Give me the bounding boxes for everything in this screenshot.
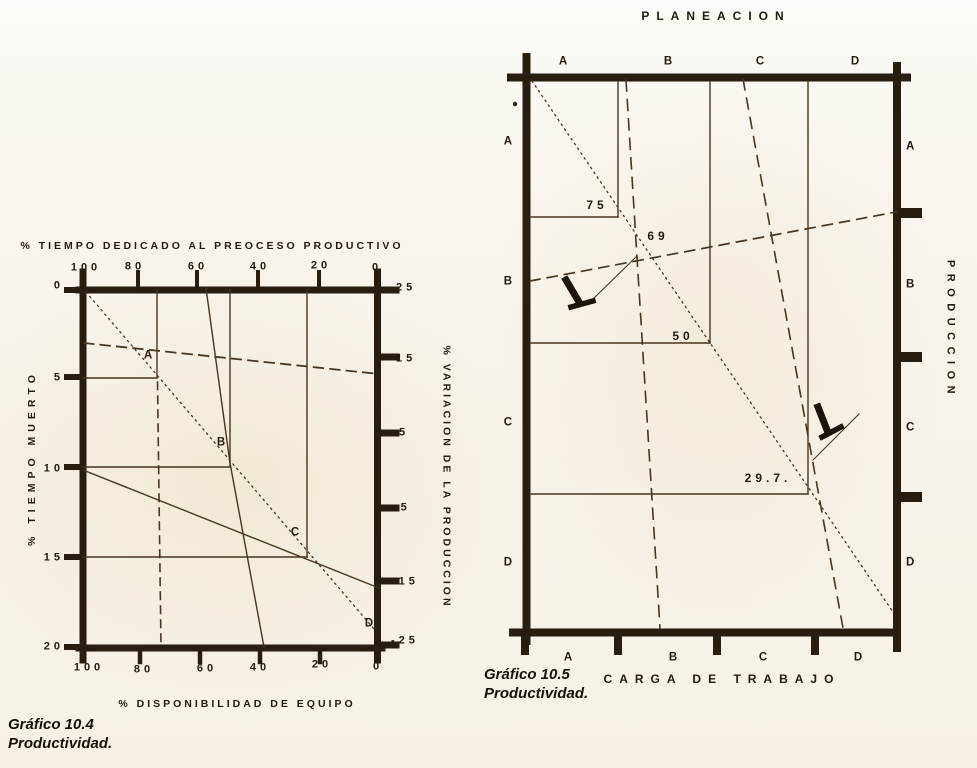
g4-top-tick-label: 20 [310,259,332,272]
g5-bottom-tick-label: D [853,651,863,664]
g5-caption: Gráfico 10.5 Productividad. [484,666,588,704]
g4-right-tick-label: -15 [391,575,419,588]
g5-caption-line2: Productividad. [484,684,589,702]
g5-right-ticks [893,208,922,502]
g5-right-axis-title: PRODUCCION [944,259,957,401]
g4-steep-solid-line [205,287,265,648]
g4-top-tick-label: 0 [371,261,383,274]
g5-right-tick-label: A [906,140,915,153]
g5-left-tick-label: D [503,556,512,569]
hammer-1-head [561,275,584,307]
g4-left-tick-label: 10 [43,462,64,475]
g5-bottom-tick-label: A [563,651,573,664]
g4-point-label-c: C [290,526,300,539]
g5-value-50: 50 [672,329,694,343]
g4-left-tick-label: 15 [43,551,64,564]
g5-pointer-line-2 [812,413,860,461]
g5-top-tick-label: B [663,55,673,68]
g4-left-ticks [64,287,86,650]
g4-left-axis-title: % TIEMPO MUERTO [25,370,38,546]
g4-point-label-d: D [364,617,374,630]
g5-top-tick-label: C [755,55,765,68]
g4-top-ticks [136,270,321,289]
grafico-10-5-plot [507,53,922,655]
g5-bottom-tick-label: B [668,651,678,664]
g4-bottom-axis-title: % DISPONIBILIDAD DE EQUIPO [118,697,356,710]
g4-right-tick-label: -5 [393,501,411,514]
hammer-marker-1 [561,275,597,311]
g4-long-solid-line [82,469,380,589]
g5-left-tick-label: C [503,416,512,429]
g5-bottom-tick-label: C [758,651,768,664]
g5-value-75: 75 [586,198,608,212]
g4-left-tick-label: 0 [53,279,64,292]
hammer-marker-2 [813,402,845,441]
g4-right-tick-label: 25 [396,281,417,294]
g5-caption-line1: Gráfico 10.5 [484,666,570,683]
g4-point-label-a: A [143,349,153,362]
g5-dashed-slant-drop [625,79,661,629]
g5-bottom-axis-title: CARGA DE TRABAJO [603,672,841,686]
g4-caption-line2: Productividad. [8,734,113,752]
g5-top-tick-label: D [850,55,860,68]
g5-left-tick-label: B [503,275,512,288]
g5-steep-dashed-line [742,78,844,629]
g4-gentle-dashed-line [83,342,380,375]
g5-value-69: 69 [647,229,669,243]
g5-right-tick-label: B [906,278,915,291]
g5-bottom-ticks [521,629,819,655]
ink-speck [512,101,518,107]
g4-top-tick-label: 60 [187,260,209,273]
g4-right-tick-label: 5 [399,426,410,439]
g4-top-tick-label: 100 [70,261,102,274]
g5-value-29-7: 29.7. [744,471,792,485]
g5-right-tick-label: C [906,421,915,434]
g5-right-tick-label: D [906,556,915,569]
g4-bottom-tick-label: 60 [196,662,218,675]
g4-caption-line1: Gráfico 10.4 [8,716,94,733]
g4-bottom-tick-label: 100 [73,661,105,674]
hammer-2-handle [818,423,845,441]
g4-point-label-b: B [216,436,226,449]
g4-right-tick-label: -25 [391,634,419,647]
g4-left-tick-label: 20 [43,640,64,653]
g4-left-tick-label: 5 [53,371,64,384]
g5-title-planeacion: PLANEACION [641,9,791,23]
g4-top-axis-title: % TIEMPO DEDICADO AL PREOCESO PRODUCTIVO [20,239,404,252]
g5-left-tick-label: A [503,135,512,148]
hammer-1-handle [567,297,597,311]
g5-top-tick-label: A [558,55,568,68]
g4-bottom-tick-label: 20 [311,658,333,671]
g4-right-axis-title: % VARIACION DE LA PRODUCCION [440,345,453,609]
g5-pointer-line-1 [590,255,638,302]
g4-top-tick-label: 80 [124,260,146,273]
hammer-2-head [813,402,832,435]
g4-bottom-tick-label: 80 [133,663,155,676]
g5-dashed-b-line [529,211,897,282]
grafico-10-4-plot [64,268,400,665]
g4-bottom-tick-label: 40 [249,661,271,674]
g4-bottom-tick-label: 0 [372,660,384,673]
g4-caption: Gráfico 10.4 Productividad. [8,716,112,754]
g4-right-tick-label: 15 [396,352,417,365]
g4-top-tick-label: 40 [249,260,271,273]
g4-bottom-ticks [137,646,323,665]
g5-dotted-diagonal [531,80,894,613]
g4-dashed-drop-line [156,381,162,647]
g4-right-ticks [374,286,400,649]
